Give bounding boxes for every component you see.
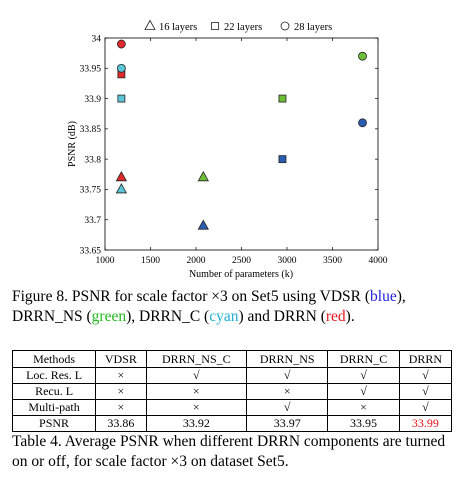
data-point: [358, 118, 367, 128]
row-label: Loc. Res. L: [11, 367, 97, 384]
table-cell: 33.86: [95, 415, 147, 432]
data-point: [115, 170, 128, 182]
x-tick-label: 4000: [369, 256, 388, 266]
table-cell: √: [398, 383, 453, 400]
header-vdsr: VDSR: [95, 350, 147, 368]
table-cell: ×: [145, 399, 248, 416]
x-axis-label: Number of parameters (k): [189, 269, 293, 280]
x-tick-label: 3500: [323, 256, 342, 266]
y-tick-label: 33.7: [84, 216, 101, 226]
caption-text: ) and DRRN (: [238, 308, 326, 325]
table-header-row: Methods VDSR DRRN_NS_C DRRN_NS DRRN_C DR…: [11, 350, 453, 368]
table-cell: ×: [95, 383, 147, 400]
row-label: PSNR: [11, 415, 97, 432]
header-drrn-c: DRRN_C: [327, 350, 400, 368]
x-tick-label: 1500: [141, 256, 160, 266]
table-caption: Table 4. Average PSNR when different DRR…: [12, 433, 446, 470]
table-row: Loc. Res. L × √ √ √ √: [11, 367, 453, 384]
x-tick-label: 2000: [187, 256, 206, 266]
legend-marker: [211, 22, 219, 30]
header-methods: Methods: [11, 350, 97, 368]
caption-blue: blue: [370, 288, 397, 305]
table-cell: ×: [95, 399, 147, 416]
scatter-chart: 16 layers 22 layers 28 layers 1000 1500 2000…: [67, 19, 388, 280]
row-label: Recu. L: [11, 383, 97, 400]
legend-label: 22 layers: [224, 22, 262, 33]
caption-text: ).: [345, 308, 355, 325]
data-point: [358, 51, 367, 61]
caption-text: ), DRRN_C (: [126, 308, 210, 325]
data-point: [115, 183, 128, 194]
y-tick-label: 33.65: [80, 246, 102, 256]
y-tick-label: 33.85: [80, 125, 102, 135]
y-tick-label: 33.95: [80, 65, 102, 75]
x-tick-label: 1000: [96, 256, 115, 266]
table-row: PSNR 33.86 33.92 33.97 33.95 33.99: [11, 415, 453, 432]
plot-frame: [104, 37, 379, 251]
table-cell: √: [398, 367, 453, 384]
caption-text: Figure 8. PSNR for scale factor ×3 on Se…: [12, 288, 371, 305]
table-row: Recu. L × × × √ √: [11, 383, 453, 400]
caption-cyan: cyan: [209, 308, 239, 325]
chart-legend: 16 layers 22 layers 28 layers: [144, 19, 332, 33]
legend-label: 16 layers: [159, 22, 197, 33]
comparison-table: Methods VDSR DRRN_NS_C DRRN_NS DRRN_C DR…: [11, 350, 453, 432]
legend-marker: [144, 19, 156, 30]
axis-ticks: 1000 1500 2000 2500 3000 3500 4000 33.65 33.7 33.…: [80, 34, 388, 266]
table-cell-highlight: 33.99: [398, 415, 453, 432]
caption-red: red: [325, 308, 346, 325]
table-cell: ×: [145, 383, 248, 400]
table-cell: 33.92: [145, 415, 248, 432]
row-label: Multi-path: [11, 399, 97, 416]
data-point: [278, 94, 287, 103]
table-row: Multi-path × × √ × √: [11, 399, 453, 416]
table-cell: ×: [95, 367, 147, 384]
table-cell: ×: [327, 399, 400, 416]
comparison-table-wrap: Methods VDSR DRRN_NS_C DRRN_NS DRRN_C DR…: [11, 350, 453, 432]
data-point: [116, 63, 126, 73]
table-cell: √: [246, 399, 329, 416]
x-tick-label: 3000: [278, 256, 297, 266]
legend-marker: [280, 21, 290, 31]
header-drrn-ns: DRRN_NS: [246, 350, 329, 368]
figure-caption: Figure 8. PSNR for scale factor ×3 on Se…: [12, 287, 458, 327]
table-cell: ×: [246, 383, 329, 400]
caption-text: ), DRRN_NS (: [12, 288, 406, 325]
data-point: [197, 170, 209, 182]
data-point: [117, 94, 126, 103]
caption-green: green: [91, 308, 127, 325]
header-drrn-ns-c: DRRN_NS_C: [145, 350, 248, 368]
y-axis-label: PSNR (dB): [67, 121, 78, 167]
y-tick-label: 33.9: [84, 95, 101, 105]
legend-label: 28 layers: [294, 22, 332, 33]
y-tick-label: 33.8: [84, 155, 101, 165]
table-cell: 33.95: [327, 415, 400, 432]
data-points: [115, 39, 367, 230]
table-cell: √: [246, 367, 329, 384]
table-cell: √: [145, 367, 248, 384]
table-cell: √: [327, 383, 400, 400]
data-point: [197, 219, 209, 230]
x-tick-label: 2500: [232, 256, 251, 266]
y-tick-label: 34: [92, 34, 102, 44]
data-point: [278, 155, 287, 164]
table-cell: √: [327, 367, 400, 384]
table-cell: 33.97: [246, 415, 329, 432]
y-tick-label: 33.75: [80, 186, 102, 196]
table-cell: √: [398, 399, 453, 416]
header-drrn: DRRN: [398, 350, 453, 368]
data-point: [116, 39, 126, 49]
